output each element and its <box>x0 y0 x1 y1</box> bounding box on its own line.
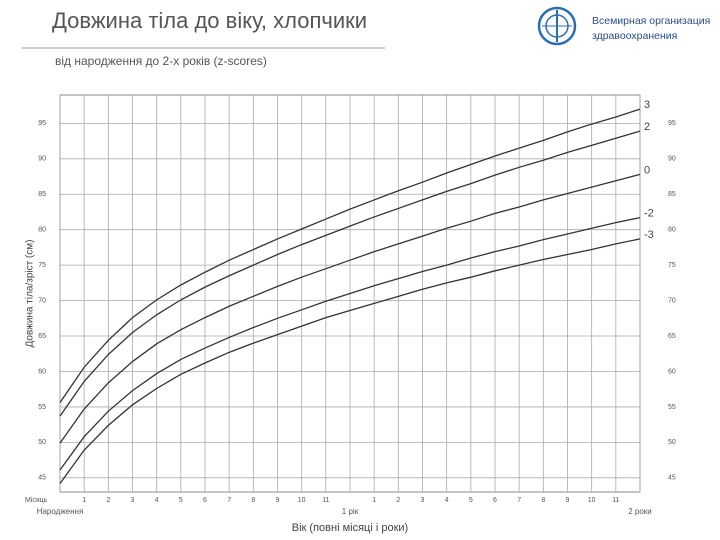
who-logo <box>537 6 577 46</box>
z-score-line <box>59 173 641 444</box>
x-tick-label: 3 <box>131 497 135 504</box>
z-score-line <box>59 238 641 484</box>
y-tick-label: 75 <box>38 262 46 269</box>
y-tick-label: 90 <box>38 156 46 163</box>
x-tick-label: 3 <box>421 497 425 504</box>
x-tick-label: Народження <box>37 507 84 516</box>
y2-tick-label: 55 <box>668 404 676 411</box>
y-tick-label: 80 <box>38 227 46 234</box>
y2-tick-label: 90 <box>668 156 676 163</box>
series-label: 2 <box>644 121 650 133</box>
y-tick-label: 55 <box>38 404 46 411</box>
x-tick-label: 11 <box>322 497 329 504</box>
x-tick-label: 9 <box>566 497 570 504</box>
org-name: Всемирная организация <box>592 15 710 27</box>
y-axis-title: Довжина тіла/зріст (см) <box>25 239 36 347</box>
x-tick-label: 1 рік <box>342 507 359 516</box>
y2-tick-label: 80 <box>668 227 676 234</box>
y2-tick-label: 45 <box>668 475 676 482</box>
x-tick-label: 4 <box>155 497 159 504</box>
series-label: 0 <box>644 164 650 176</box>
x-tick-label: 5 <box>469 497 473 504</box>
y2-tick-label: 75 <box>668 262 676 269</box>
y2-tick-label: 65 <box>668 333 676 340</box>
x-tick-label: 4 <box>445 497 449 504</box>
x-tick-label: 10 <box>588 497 596 504</box>
y-tick-label: 45 <box>38 475 46 482</box>
x-tick-label: 7 <box>517 497 521 504</box>
series-label: -3 <box>644 229 654 241</box>
z-score-line <box>59 130 641 417</box>
x-tick-label: 2 <box>396 497 400 504</box>
x-tick-label: 2 <box>106 497 110 504</box>
x-axis-title: Вік (повні місяці і роки) <box>292 522 408 534</box>
y-tick-label: 65 <box>38 333 46 340</box>
x-tick-label: 6 <box>203 497 207 504</box>
x-tick-label: 1 <box>82 497 86 504</box>
x-tick-label: 8 <box>251 497 255 504</box>
y2-tick-label: 85 <box>668 191 676 198</box>
series-label: -2 <box>644 208 654 220</box>
z-score-line <box>59 108 641 404</box>
x-tick-label: 7 <box>227 497 231 504</box>
y2-tick-label: 60 <box>668 368 676 375</box>
org-name: здравоохранения <box>592 30 677 42</box>
title: Довжина тіла до віку, хлопчики <box>52 8 367 33</box>
x-tick-label: 10 <box>298 497 306 504</box>
x-tick-label: 1 <box>372 497 376 504</box>
y2-tick-label: 95 <box>668 120 676 127</box>
x-tick-label: 11 <box>612 497 619 504</box>
subtitle: від народження до 2-х років (z-scores) <box>55 54 267 68</box>
y-tick-label: 50 <box>38 439 46 446</box>
x-tick-label: 9 <box>276 497 280 504</box>
y-tick-label: 95 <box>38 120 46 127</box>
x-tick-label: 5 <box>179 497 183 504</box>
x-tick-label: 6 <box>493 497 497 504</box>
y-tick-label: 70 <box>38 297 46 304</box>
y2-tick-label: 70 <box>668 297 676 304</box>
series-label: 3 <box>644 99 650 111</box>
x-tick-label: 2 роки <box>628 507 652 516</box>
x-row-label: Місяць <box>25 496 48 504</box>
y-tick-label: 60 <box>38 368 46 375</box>
x-tick-label: 8 <box>541 497 545 504</box>
z-score-line <box>59 217 641 471</box>
y2-tick-label: 50 <box>668 439 676 446</box>
y-tick-label: 85 <box>38 191 46 198</box>
